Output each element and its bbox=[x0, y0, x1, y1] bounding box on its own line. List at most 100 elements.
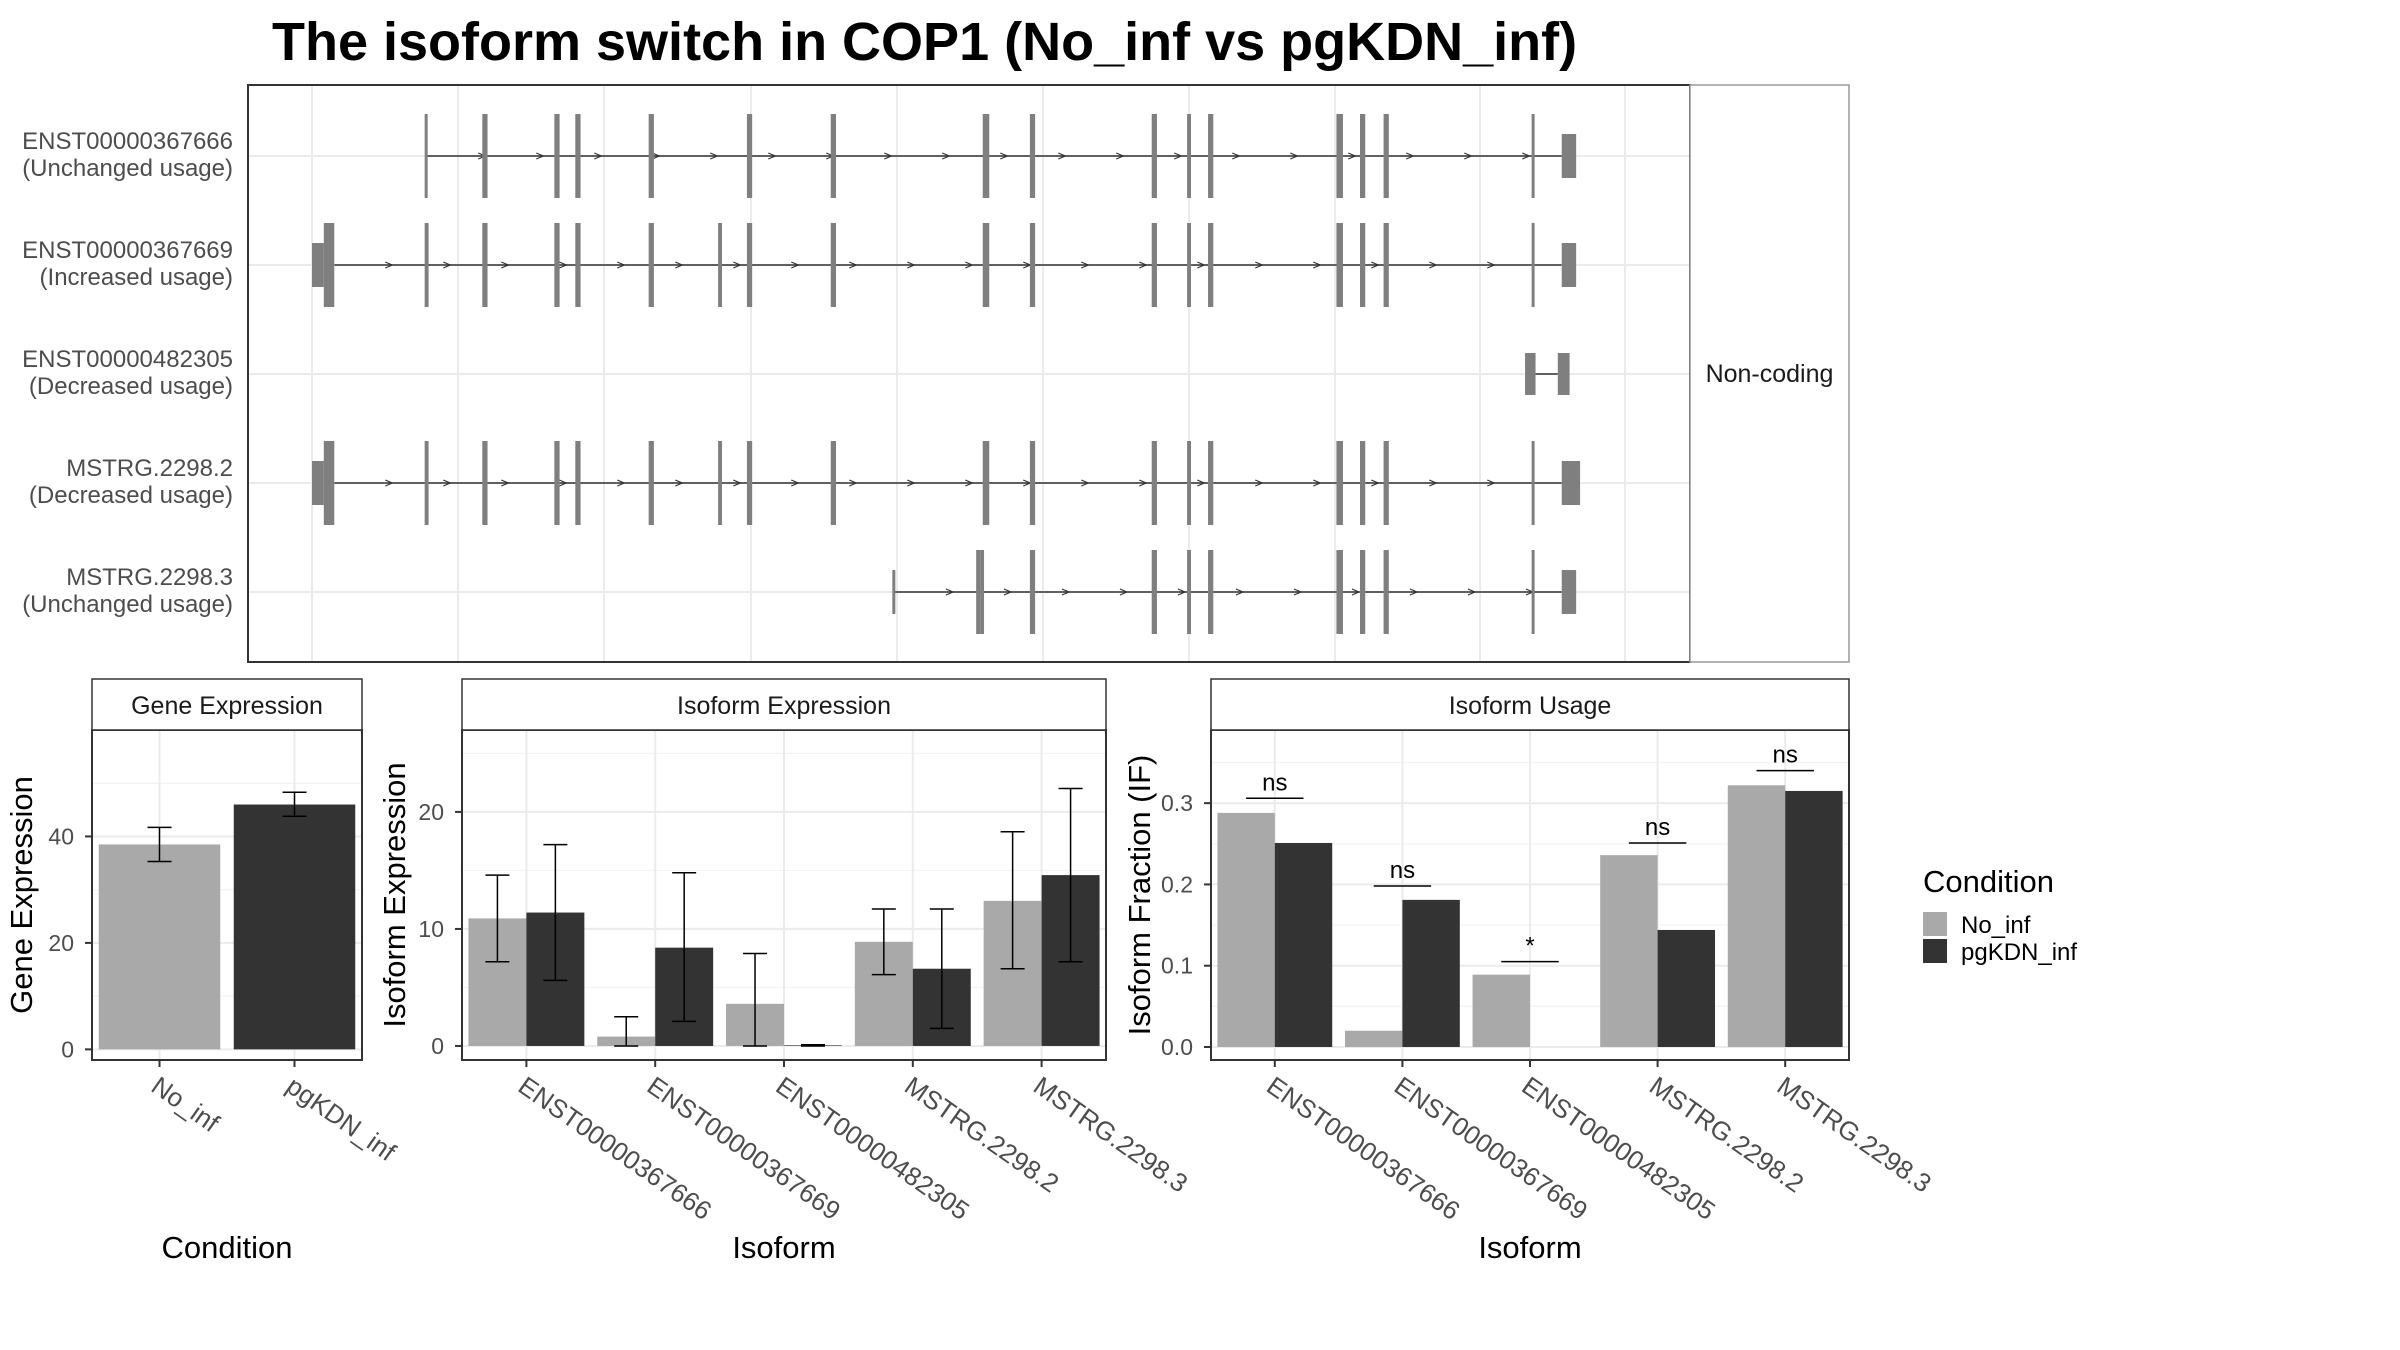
strand-arrow bbox=[385, 479, 394, 487]
transcript-usage-label: (Decreased usage) bbox=[29, 482, 233, 509]
strand-arrow bbox=[1061, 588, 1071, 596]
bar-No_inf-MSTRG.2298.3 bbox=[1727, 785, 1786, 1047]
strand-arrow bbox=[1255, 261, 1264, 269]
exon bbox=[892, 570, 896, 614]
exon bbox=[1531, 114, 1535, 198]
errorbar-No_inf-ENST00000367666 bbox=[485, 874, 510, 963]
legend-swatch bbox=[1923, 912, 1947, 936]
strand-arrow bbox=[907, 479, 916, 487]
exon bbox=[1525, 353, 1536, 395]
exon bbox=[1336, 550, 1343, 634]
exon bbox=[1208, 441, 1214, 525]
exon bbox=[982, 441, 990, 525]
exon bbox=[1151, 223, 1157, 307]
transcript-MSTRG.2298.3: MSTRG.2298.3(Unchanged usage) bbox=[22, 550, 1577, 634]
legend-swatch bbox=[1923, 939, 1947, 963]
exon bbox=[982, 114, 990, 198]
legend-label: pgKDN_inf bbox=[1961, 939, 2077, 966]
transcript-MSTRG.2298.2: MSTRG.2298.2(Decreased usage) bbox=[29, 441, 1581, 525]
figure-title: The isoform switch in COP1 (No_inf vs pg… bbox=[272, 12, 1577, 72]
bar-pgKDN_inf bbox=[233, 804, 356, 1050]
exon bbox=[1360, 223, 1366, 307]
transcript-ENST00000482305: ENST00000482305(Decreased usage) bbox=[22, 346, 1570, 400]
exon bbox=[982, 223, 990, 307]
y-tick-label: 10 bbox=[418, 916, 444, 942]
transcript-id-label: MSTRG.2298.2 bbox=[66, 455, 233, 482]
strand-arrow bbox=[652, 152, 661, 160]
strand-arrow bbox=[1406, 152, 1415, 160]
strand-arrow bbox=[501, 479, 510, 487]
errorbar-No_inf-ENST00000482305 bbox=[743, 952, 768, 1047]
strand-arrow bbox=[849, 261, 858, 269]
exon bbox=[976, 550, 981, 634]
exon bbox=[1151, 114, 1157, 198]
exon bbox=[554, 223, 560, 307]
exon bbox=[1531, 550, 1535, 634]
strand-arrow bbox=[1177, 588, 1187, 596]
strand-arrow bbox=[1232, 152, 1241, 160]
transcript-id-label: ENST00000367669 bbox=[22, 237, 233, 264]
exon bbox=[830, 223, 836, 307]
y-axis-label: Gene Expression bbox=[4, 776, 39, 1014]
exon bbox=[1187, 441, 1192, 525]
strand-arrow bbox=[1174, 152, 1183, 160]
exon bbox=[1531, 441, 1535, 525]
exon bbox=[424, 114, 428, 198]
bar-pgKDN_inf-MSTRG.2298.2 bbox=[1657, 929, 1716, 1047]
strand-arrow bbox=[945, 588, 955, 596]
x-axis-label: Condition bbox=[162, 1230, 293, 1265]
y-tick-label: 0.0 bbox=[1161, 1034, 1193, 1060]
strand-arrow bbox=[1348, 152, 1357, 160]
strand-arrow bbox=[1487, 261, 1496, 269]
exon bbox=[1360, 114, 1366, 198]
exon bbox=[648, 223, 654, 307]
strand-arrow bbox=[1290, 152, 1299, 160]
strand-arrow bbox=[1139, 479, 1148, 487]
transcript-usage-label: (Increased usage) bbox=[40, 264, 233, 291]
strand-arrow bbox=[1313, 261, 1322, 269]
significance-marker-ENST00000367669: ns bbox=[1373, 857, 1432, 887]
strand-arrow bbox=[443, 261, 452, 269]
exon bbox=[1336, 114, 1343, 198]
exon bbox=[1561, 461, 1581, 505]
exon bbox=[1029, 223, 1036, 307]
exon bbox=[1557, 353, 1570, 395]
strand-arrow bbox=[1293, 588, 1303, 596]
exon bbox=[830, 114, 836, 198]
exon bbox=[746, 441, 753, 525]
exon bbox=[648, 441, 654, 525]
exon bbox=[1360, 550, 1366, 634]
exon bbox=[1383, 223, 1389, 307]
strand-arrow bbox=[1522, 152, 1531, 160]
y-tick-label: 0 bbox=[61, 1036, 74, 1062]
strand-arrow bbox=[733, 479, 742, 487]
errorbar-No_inf bbox=[147, 826, 172, 863]
strand-arrow bbox=[1464, 152, 1473, 160]
strand-arrow bbox=[1003, 588, 1013, 596]
exon bbox=[1383, 441, 1389, 525]
legend-item-No_inf: No_inf bbox=[1923, 912, 2031, 939]
y-tick-label: 0.1 bbox=[1161, 953, 1193, 979]
exon bbox=[312, 243, 324, 287]
y-tick-label: 0.3 bbox=[1161, 790, 1193, 816]
exon bbox=[1360, 441, 1366, 525]
bar-pgKDN_inf-ENST00000367666 bbox=[1274, 842, 1333, 1047]
strand-arrow bbox=[1429, 261, 1438, 269]
exon bbox=[1029, 114, 1036, 198]
exon bbox=[482, 441, 488, 525]
exon bbox=[1383, 114, 1389, 198]
significance-label: * bbox=[1525, 933, 1534, 960]
strand-arrow bbox=[594, 152, 603, 160]
bar-No_inf-MSTRG.2298.2 bbox=[1600, 855, 1658, 1047]
legend-title: Condition bbox=[1923, 864, 2054, 899]
exon bbox=[830, 441, 836, 525]
strand-arrow bbox=[675, 261, 684, 269]
strand-arrow bbox=[733, 261, 742, 269]
strand-arrow bbox=[617, 479, 626, 487]
errorbar-No_inf-ENST00000367669 bbox=[614, 1015, 639, 1047]
strand-arrow bbox=[1197, 479, 1206, 487]
exon bbox=[1561, 570, 1577, 614]
bar-No_inf-ENST00000367666 bbox=[1217, 812, 1275, 1047]
